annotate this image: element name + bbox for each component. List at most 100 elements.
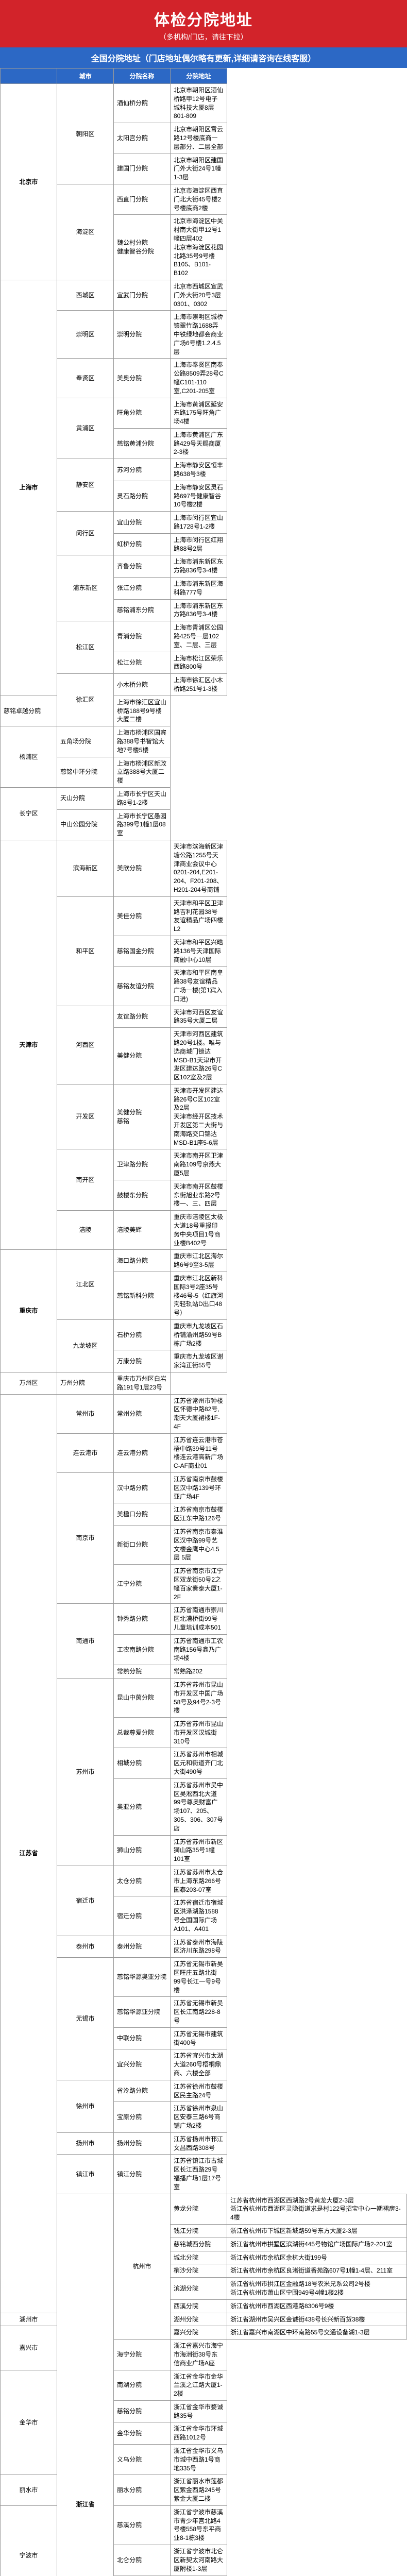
table-row: 崇明区崇明分院上海市崇明区城桥镇翠竹路1688弄中铁绿地都会商业广场6号楼1.2… — [1, 311, 407, 359]
branch-cell: 扬州分院 — [114, 2132, 171, 2155]
branch-cell: 西溪分院 — [171, 2299, 227, 2313]
branch-cell: 工农南路分院 — [114, 1634, 171, 1665]
address-cell: 上海市徐汇区小木桥路251号1-3楼 — [171, 674, 227, 696]
province-cell: 天津市 — [1, 840, 57, 1249]
address-cell: 浙江省杭州市余杭区余杭大街199号 — [227, 2251, 407, 2264]
branch-cell: 宿迁分院 — [114, 1896, 171, 1936]
table-row: 黄浦区旺角分院上海市黄浦区延安东路175号旺角广场4楼 — [1, 398, 407, 428]
col-branch: 分院名称 — [114, 69, 171, 84]
branch-cell: 常州分院 — [114, 1394, 171, 1433]
table-row: 涪陵涪陵美辉重庆市涪陵区太极大道18号重报印务中央项目1号商业楼B402号 — [1, 1211, 407, 1250]
province-cell: 江苏省 — [1, 1394, 57, 2313]
city-cell: 奉贤区 — [57, 359, 114, 398]
branch-cell: 昆山中茵分院 — [114, 1678, 171, 1717]
branch-cell: 石桥分院 — [114, 1320, 171, 1350]
address-cell: 浙江省宁波市慈溪市青少年宫北路4号楼558号东平商业8-1栋3楼 — [171, 2505, 227, 2545]
branch-cell: 西直门分院 — [114, 184, 171, 214]
table-row: 重庆市江北区海口路分院重庆市江北区海尔路6号9至3-5层 — [1, 1250, 407, 1272]
address-cell: 重庆市江北区海尔路6号9至3-5层 — [171, 1250, 227, 1272]
branch-cell: 卫津路分院 — [114, 1149, 171, 1180]
address-cell: 天津市滨海新区津塘公路1255号天津商业会议中心0201-204,E201-20… — [171, 840, 227, 896]
address-cell: 江苏省常州市钟楼区怀德中路82号,潮天大厦裙楼1F-4F — [171, 1394, 227, 1433]
branch-cell: 嘉兴分院 — [171, 2326, 227, 2340]
branch-cell: 中联分院 — [114, 2027, 171, 2049]
branch-cell: 魏公村分院健康智谷分院 — [114, 215, 171, 280]
address-cell: 江苏省连云港市苍梧中路39号11号楼连云港高新广场C-AF商业01 — [171, 1433, 227, 1472]
city-cell: 南京市 — [57, 1472, 114, 1603]
address-cell: 重庆市九龙坡区谢家湾正街55号 — [171, 1350, 227, 1372]
address-cell: 天津市和平区南皇路38号友谊精品广场一楼(第1宾入口进) — [171, 967, 227, 1006]
branch-address-table: 城市 分院名称 分院地址 北京市朝阳区酒仙桥分院北京市朝阳区酒仙桥路甲12号电子… — [0, 68, 407, 2576]
city-cell: 和平区 — [57, 896, 114, 1006]
branch-cell: 天山分院 — [57, 787, 114, 809]
branch-cell: 四明分院 — [114, 2575, 171, 2576]
address-cell: 上海市静安区灵石路697号健康智谷10号楼2楼 — [171, 481, 227, 511]
address-cell: 浙江省宁波市鄞州区四明西路266号大厦1-3楼 — [171, 2575, 227, 2576]
city-cell: 无锡市 — [57, 1958, 114, 2080]
address-cell: 上海市青浦区公园路425号一层102室、二层、三层 — [171, 621, 227, 652]
branch-cell: 宣武门分院 — [114, 280, 171, 310]
branch-cell: 小木桥分院 — [114, 674, 171, 696]
table-banner: 全国分院地址（门店地址偶尔略有更新,详细请咨询在线客服） — [0, 47, 407, 68]
city-cell: 涪陵 — [57, 1211, 114, 1250]
address-cell: 浙江省丽水市莲都区紫金西路245号紫金大厦二楼 — [171, 2475, 227, 2505]
address-cell: 江苏省苏州市昆山市开发区中国广场58号及94号2-3号楼 — [171, 1678, 227, 1717]
address-cell: 上海市闵行区宜山路1728号1-2楼 — [171, 512, 227, 534]
address-cell: 江苏省南京市江宁区双龙街50号2之幢百家奏泰大厦1-2F — [171, 1565, 227, 1604]
branch-cell: 总裁尊爱分院 — [114, 1718, 171, 1748]
table-row: 泰州市泰州分院江苏省泰州市海陵区济川东路298号 — [1, 1936, 407, 1958]
table-row: 慈铭中环分院上海市杨浦区新政立路388号大厦二楼 — [1, 757, 407, 787]
city-cell: 崇明区 — [57, 311, 114, 359]
branch-cell: 美奥分院 — [114, 359, 171, 398]
address-cell: 天津市和平区兴晧路136号天津国际商融中心10层 — [171, 936, 227, 966]
table-row: 杨浦区五角场分院上海市杨浦区国宾路388号书智馆大地7号楼5楼 — [1, 726, 407, 757]
city-cell: 南开区 — [57, 1149, 114, 1211]
address-cell: 江苏省扬州市邗江文昌西路308号 — [171, 2132, 227, 2155]
city-cell: 常州市 — [57, 1394, 114, 1433]
city-cell: 闵行区 — [57, 512, 114, 555]
address-cell: 浙江省杭州市拱墅区滨湖街445号物馆广场国际广场2-201室 — [227, 2238, 407, 2251]
col-city: 城市 — [57, 69, 114, 84]
branch-cell: 滨湖分院 — [171, 2278, 227, 2300]
address-cell: 上海市浦东新区东方路836号3-4楼 — [171, 599, 227, 621]
table-row: 浦东新区齐鲁分院上海市浦东新区东方路836号3-4楼 — [1, 555, 407, 578]
branch-cell: 鼓楼东分院 — [114, 1180, 171, 1210]
address-cell: 天津市和平区卫津路吉利花园38号友谊精品广场四楼L2 — [171, 896, 227, 936]
city-cell: 金华市 — [1, 2370, 57, 2475]
province-cell: 浙江省 — [57, 2194, 114, 2576]
address-cell: 浙江省湖州市吴兴区金诚街438号长兴新百货38楼 — [227, 2313, 407, 2326]
branch-cell: 建国门分院 — [114, 154, 171, 184]
branch-cell: 涪陵美辉 — [114, 1211, 171, 1250]
branch-cell: 丽水分院 — [114, 2475, 171, 2505]
city-cell: 九龙坡区 — [57, 1320, 114, 1372]
branch-cell: 连云港分院 — [114, 1433, 171, 1472]
branch-cell: 齐鲁分院 — [114, 555, 171, 578]
address-cell: 北京市朝阳区霄云路12号楼底商一层部分、二层全部 — [171, 123, 227, 154]
city-cell: 苏州市 — [57, 1678, 114, 1866]
branch-cell: 美楹口分院 — [114, 1503, 171, 1526]
branch-cell: 相城分院 — [114, 1748, 171, 1778]
address-cell: 上海市崇明区城桥镇翠竹路1688弄中铁绿地都会商业广场6号楼1.2.4.5层 — [171, 311, 227, 359]
address-cell: 上海市奉贤区南奉公路8509弄28号C幢C101-110室,C201-205室 — [171, 359, 227, 398]
branch-cell: 湖州分院 — [171, 2313, 227, 2326]
address-cell: 浙江省杭州市下城区新城路59号东方大厦2-3层 — [227, 2224, 407, 2238]
branch-cell: 慈铭中环分院 — [57, 757, 114, 787]
province-cell: 重庆市 — [1, 1250, 57, 1372]
address-cell: 浙江省宁波市北仑区新契太河南路大厦附楼1-3层 — [171, 2545, 227, 2575]
city-cell: 扬州市 — [57, 2132, 114, 2155]
branch-cell: 友谊路分院 — [114, 1006, 171, 1028]
address-cell: 天津市河西区建筑路20号1楼。唯与选商城门锁达MSD-B1天津市开发区建达路26… — [171, 1028, 227, 1084]
address-cell: 江苏省徐州市泉山区安泰三路6号商铺广场2楼 — [171, 2102, 227, 2132]
address-cell: 江苏省无锡市新吴区旺庄五路北街99号长江一号9号楼 — [171, 1958, 227, 1997]
address-cell: 江苏省无锡市新吴区长江南路228-8号 — [171, 1997, 227, 2027]
address-cell: 上海市浦东新区东方路836号3-4楼 — [171, 555, 227, 578]
branch-cell: 慈铭浦东分院 — [114, 599, 171, 621]
table-row: 和平区美佳分院天津市和平区卫津路吉利花园38号友谊精品广场四楼L2 — [1, 896, 407, 936]
branch-cell: 旺角分院 — [114, 398, 171, 428]
col-province — [1, 69, 57, 84]
branch-cell: 北仑分院 — [114, 2545, 171, 2575]
col-address: 分院地址 — [171, 69, 227, 84]
city-cell: 湖州市 — [1, 2313, 57, 2326]
branch-cell: 义乌分院 — [114, 2445, 171, 2475]
table-row: 静安区苏河分院上海市静安区恒丰路638号3楼 — [1, 459, 407, 481]
